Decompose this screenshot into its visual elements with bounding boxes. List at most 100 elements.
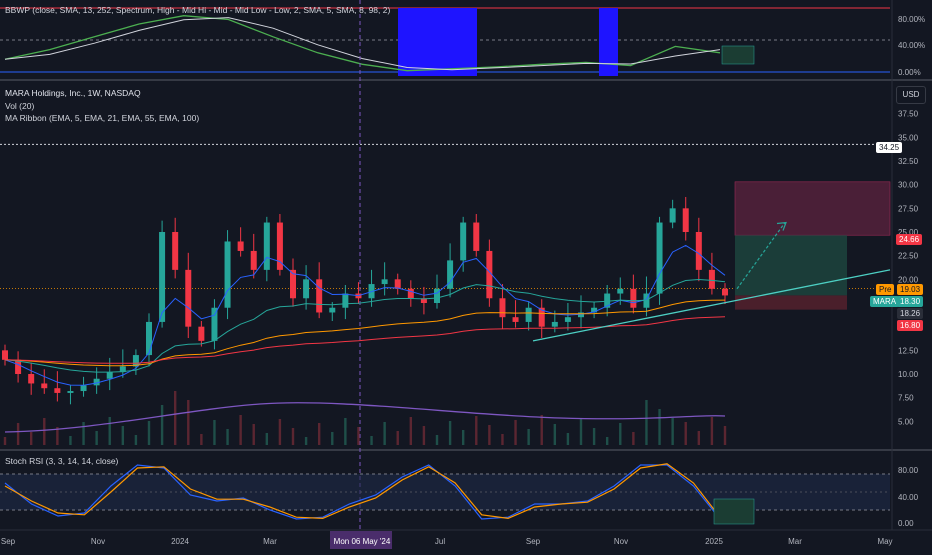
volume-bar (710, 417, 714, 445)
candle-body (447, 260, 454, 289)
volume-bar (108, 417, 111, 445)
ticker-label: MARA (870, 296, 900, 307)
candle-body (67, 391, 74, 393)
bbwp-axis-tick: 80.00% (898, 15, 925, 24)
time-axis-tick: Sep (526, 537, 541, 546)
volume-bar (566, 433, 570, 445)
candle-body (630, 288, 637, 308)
volume-bar (3, 437, 7, 445)
profit-zone-box (735, 235, 847, 296)
time-axis-tick: 2024 (171, 537, 189, 546)
main-title[interactable]: MARA Holdings, Inc., 1W, NASDAQ (5, 88, 141, 98)
candle-body (237, 241, 244, 251)
candle-body (486, 250, 493, 299)
volume-bar (527, 429, 530, 445)
candle-body (159, 232, 166, 322)
price-tag-dotted: 34.25 (876, 142, 903, 153)
volume-bar (488, 425, 491, 445)
stop-price-tag: 16.80 (897, 320, 924, 331)
ma-ribbon-legend[interactable]: MA Ribbon (EMA, 5, EMA, 21, EMA, 55, EMA… (5, 113, 200, 123)
stoch-axis-tick: 0.00 (898, 519, 914, 528)
candle-body (172, 232, 179, 270)
volume-legend[interactable]: Vol (20) (5, 101, 35, 111)
pre-market-label: Pre (876, 284, 895, 295)
time-axis-tick: Nov (614, 537, 628, 546)
volume-bar (69, 436, 72, 445)
candle-body (708, 269, 715, 289)
bbwp-axis-tick: 40.00% (898, 41, 925, 50)
stoch-rsi-legend[interactable]: Stoch RSI (3, 3, 14, 14, close) (5, 456, 119, 466)
candle-body (381, 279, 388, 285)
price-axis-tick: 37.50 (898, 110, 919, 119)
volume-bar (684, 422, 687, 445)
volume-bar (514, 420, 517, 445)
volume-bar (645, 400, 648, 445)
volume-bar (121, 426, 125, 445)
price-axis-tick: 10.00 (898, 370, 919, 379)
support-trendline (532, 269, 891, 342)
candle-body (80, 385, 87, 392)
volume-bar (540, 415, 543, 445)
volume-bar (160, 405, 164, 445)
candle-body (28, 374, 35, 384)
volume-bar (82, 422, 85, 445)
stoch-k-line (4, 464, 721, 520)
price-axis-tick: 22.50 (898, 252, 919, 261)
volume-bar (95, 431, 98, 445)
time-axis-tick: Nov (91, 537, 105, 546)
candle-body (473, 222, 480, 251)
price-axis-tick: 32.50 (898, 157, 919, 166)
candle-body (54, 388, 61, 393)
volume-bar (173, 391, 177, 445)
price-axis-tick: 5.00 (898, 417, 914, 426)
time-axis-tick: Mar (788, 537, 802, 546)
price-axis-tick: 27.50 (898, 204, 919, 213)
volume-bar (56, 427, 59, 445)
volume-bar (461, 430, 465, 445)
volume-bar (383, 422, 386, 445)
candle-body (224, 241, 231, 308)
volume-bar (278, 419, 282, 445)
ema-21-line (4, 278, 726, 373)
volume-bar (200, 434, 203, 445)
volume-bar (697, 431, 701, 445)
candle-body (551, 321, 558, 327)
candle-body (132, 355, 139, 367)
ema-55-line (4, 299, 726, 367)
volume-bar (475, 416, 478, 445)
candle-body (643, 293, 650, 308)
bbwp-axis-tick: 0.00% (898, 68, 921, 77)
bbwp-high-band (398, 8, 477, 76)
stoch-axis-tick: 40.00 (898, 493, 919, 502)
target-zone-box (734, 181, 891, 236)
candle-body (394, 279, 401, 289)
projection-arrowhead (776, 221, 787, 231)
candle-body (342, 293, 349, 308)
price-axis-tick: 7.50 (898, 394, 914, 403)
stoch-d-line (4, 463, 721, 520)
candle-body (538, 307, 545, 327)
candle-body (669, 208, 676, 223)
volume-bar (344, 418, 347, 445)
ema-price-tag: 18.26 (897, 308, 924, 319)
candle-body (250, 250, 257, 270)
time-axis-tick: Sep (1, 537, 16, 546)
price-axis-tick: 25.00 (898, 228, 919, 237)
candle-body (617, 288, 624, 294)
candle-body (564, 317, 571, 322)
candle-body (407, 288, 414, 299)
candle-body (512, 317, 519, 322)
volume-bar (147, 421, 151, 445)
volume-bar (370, 436, 373, 445)
volume-bar (553, 424, 557, 445)
volume-bar (396, 431, 399, 445)
volume-bar (16, 423, 20, 445)
candle-body (499, 298, 506, 318)
currency-button[interactable]: USD (896, 86, 926, 104)
candle-body (2, 350, 8, 360)
volume-bar (723, 426, 727, 445)
candle-body (656, 222, 663, 294)
bbwp-legend[interactable]: BBWP (close, SMA, 13, 252, Spectrum, Hig… (5, 5, 391, 15)
